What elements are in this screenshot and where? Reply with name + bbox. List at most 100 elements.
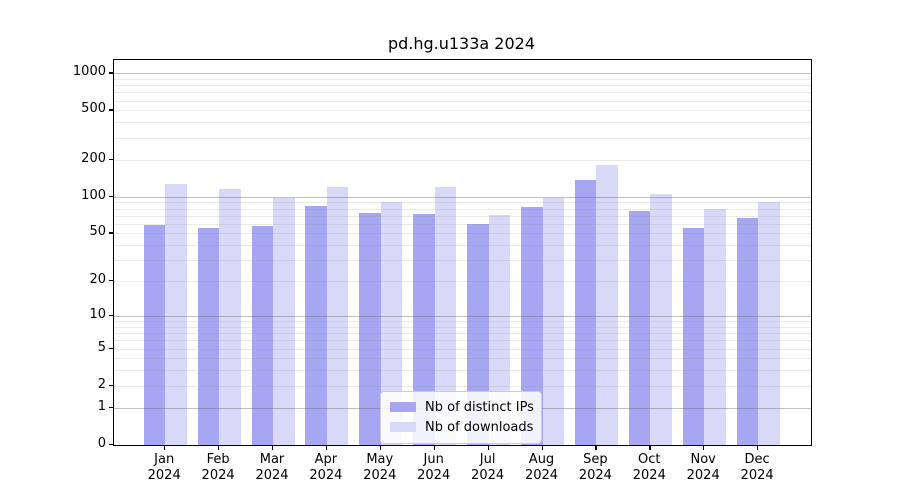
gridline-minor bbox=[114, 245, 811, 247]
x-tick-label: Jan 2024 bbox=[147, 452, 181, 483]
y-tick-label: 50 bbox=[89, 224, 106, 240]
x-tick-label: Apr 2024 bbox=[309, 452, 343, 483]
x-tick-label: Jun 2024 bbox=[417, 452, 451, 483]
legend-item-distinct-ips: Nb of distinct IPs bbox=[390, 397, 534, 417]
gridline-minor bbox=[114, 358, 811, 360]
gridline-major bbox=[114, 196, 811, 198]
x-tick-mark bbox=[379, 445, 382, 450]
gridline-minor bbox=[114, 281, 811, 283]
y-tick-mark bbox=[108, 384, 113, 387]
y-tick-mark bbox=[108, 195, 113, 197]
bar-ips-jul bbox=[467, 223, 489, 445]
bar-ips-mar bbox=[251, 225, 273, 445]
bar-downloads-sep bbox=[596, 165, 618, 445]
legend-label-ips: Nb of distinct IPs bbox=[425, 399, 534, 415]
gridline-major bbox=[114, 315, 811, 317]
x-tick-mark bbox=[487, 445, 489, 450]
x-tick-mark bbox=[703, 445, 705, 450]
bar-ips-apr bbox=[305, 205, 327, 445]
gridline-minor bbox=[114, 385, 811, 387]
legend-item-downloads: Nb of downloads bbox=[390, 417, 534, 437]
y-tick-label: 100 bbox=[81, 187, 106, 203]
bar-ips-jan bbox=[143, 224, 166, 445]
bar-downloads-nov bbox=[704, 209, 726, 445]
legend: Nb of distinct IPs Nb of downloads bbox=[380, 391, 542, 444]
gridline-major bbox=[114, 73, 811, 75]
y-tick-label: 200 bbox=[81, 150, 106, 166]
gridline-minor bbox=[114, 326, 811, 328]
y-tick-label: 2 bbox=[97, 376, 106, 392]
x-tick-mark bbox=[433, 445, 435, 450]
bar-ips-feb bbox=[197, 228, 220, 445]
y-tick-mark bbox=[108, 232, 113, 234]
y-tick-label: 20 bbox=[89, 272, 106, 288]
y-tick-label: 500 bbox=[81, 101, 106, 117]
bar-downloads-jan bbox=[165, 183, 187, 445]
x-tick-mark bbox=[649, 445, 651, 450]
x-tick-mark bbox=[272, 445, 274, 450]
gridline-minor bbox=[114, 78, 811, 80]
gridline-minor bbox=[114, 215, 811, 217]
gridline-minor bbox=[114, 340, 811, 342]
y-tick-mark bbox=[108, 444, 113, 446]
bar-downloads-oct bbox=[650, 193, 672, 445]
y-tick-mark bbox=[108, 72, 113, 74]
x-tick-mark bbox=[325, 445, 328, 450]
x-tick-mark bbox=[541, 445, 543, 450]
gridline-minor bbox=[114, 260, 811, 262]
gridline-minor bbox=[114, 233, 811, 235]
y-tick-mark bbox=[108, 314, 113, 317]
y-tick-label: 1 bbox=[97, 398, 106, 414]
gridline-minor bbox=[114, 223, 811, 225]
x-tick-label: Oct 2024 bbox=[632, 452, 666, 483]
y-tick-mark bbox=[108, 158, 113, 160]
gridline-minor bbox=[114, 85, 811, 87]
x-tick-mark bbox=[757, 445, 759, 450]
bar-ips-may bbox=[359, 213, 381, 445]
gridline-minor bbox=[114, 333, 811, 335]
x-tick-label: Mar 2024 bbox=[255, 452, 289, 483]
y-tick-label: 10 bbox=[89, 306, 106, 322]
gridline-minor bbox=[114, 137, 811, 139]
gridline-minor bbox=[114, 202, 811, 204]
bar-ips-nov bbox=[682, 228, 705, 445]
x-tick-label: Aug 2024 bbox=[524, 452, 559, 483]
gridline-minor bbox=[114, 100, 811, 102]
gridline-minor bbox=[114, 321, 811, 323]
bar-ips-sep bbox=[574, 179, 597, 445]
y-tick-mark bbox=[108, 347, 113, 349]
y-tick-label: 1000 bbox=[72, 64, 106, 80]
x-tick-label: May 2024 bbox=[363, 452, 397, 483]
gridline-minor bbox=[114, 159, 811, 161]
gridline-minor bbox=[114, 348, 811, 350]
bar-ips-aug bbox=[521, 206, 543, 445]
bar-ips-oct bbox=[628, 210, 651, 445]
legend-swatch-ips bbox=[390, 402, 416, 412]
gridline-minor bbox=[114, 92, 811, 94]
x-tick-label: Sep 2024 bbox=[578, 452, 612, 483]
y-tick-mark bbox=[108, 406, 113, 408]
x-tick-label: Jul 2024 bbox=[471, 452, 505, 483]
x-tick-mark bbox=[164, 445, 166, 450]
x-tick-mark bbox=[218, 445, 220, 450]
x-tick-label: Nov 2024 bbox=[686, 452, 720, 483]
bar-ips-dec bbox=[736, 217, 759, 445]
chart-title: pd.hg.u133a 2024 bbox=[387, 34, 536, 53]
bar-downloads-may bbox=[380, 201, 403, 445]
y-tick-label: 5 bbox=[97, 339, 106, 355]
legend-label-downloads: Nb of downloads bbox=[425, 419, 534, 435]
gridline-minor bbox=[114, 110, 811, 112]
y-tick-label: 0 bbox=[97, 436, 106, 451]
gridline-minor bbox=[114, 370, 811, 372]
legend-swatch-downloads bbox=[390, 422, 416, 432]
plot-area: Nb of distinct IPs Nb of downloads bbox=[113, 59, 812, 446]
bar-downloads-jun bbox=[434, 187, 457, 445]
x-tick-label: Feb 2024 bbox=[201, 452, 235, 483]
bar-downloads-aug bbox=[542, 197, 564, 445]
gridline-minor bbox=[114, 122, 811, 124]
bar-downloads-feb bbox=[219, 189, 241, 445]
x-tick-label: Dec 2024 bbox=[740, 452, 774, 483]
x-tick-mark bbox=[595, 445, 597, 450]
bar-downloads-jul bbox=[488, 214, 511, 445]
